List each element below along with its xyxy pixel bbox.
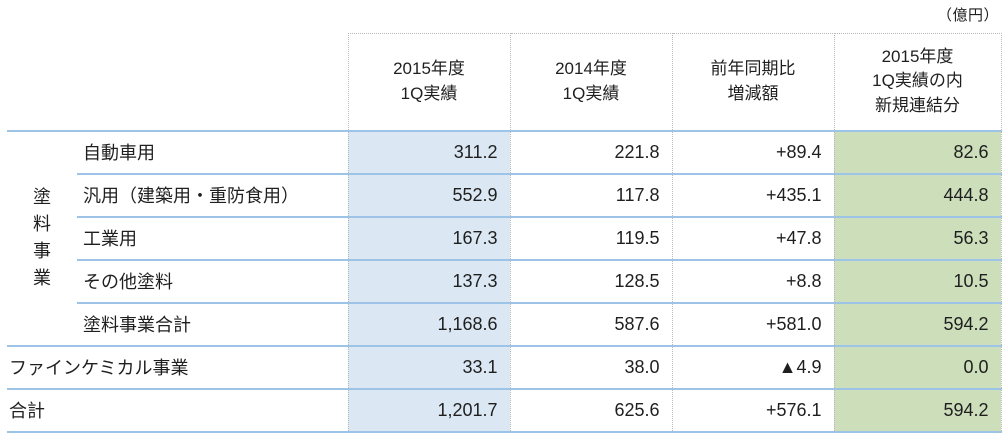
- table-row-fine-chemical: ファインケミカル事業 33.1 38.0 ▲4.9 0.0: [7, 344, 1002, 389]
- cell-value: 311.2: [347, 129, 510, 174]
- unit-label: （億円）: [936, 7, 999, 24]
- group-cell-paint-business: 塗料事業: [7, 129, 77, 346]
- cell-value: 137.3: [347, 258, 510, 303]
- cell-value: +576.1: [671, 387, 834, 433]
- cell-value: 33.1: [347, 344, 510, 389]
- cell-value: 625.6: [509, 387, 672, 433]
- group-label: 塗料事業: [33, 187, 51, 288]
- cell-value: ▲4.9: [671, 344, 834, 389]
- col-header-yoy-change: 前年同期比 増減額: [671, 33, 835, 131]
- row-label: ファインケミカル事業: [7, 344, 348, 389]
- cell-value: +89.4: [671, 129, 834, 174]
- cell-value: 10.5: [833, 258, 1002, 303]
- cell-value: +47.8: [671, 215, 834, 260]
- cell-value: 128.5: [509, 258, 672, 303]
- col-header-new-consolidation: 2015年度 1Q実績の内 新規連結分: [833, 33, 1002, 131]
- cell-value: 444.8: [833, 172, 1002, 217]
- col-header-2015-1q: 2015年度 1Q実績: [347, 33, 511, 131]
- cell-value: 221.8: [509, 129, 672, 174]
- cell-value: 552.9: [347, 172, 510, 217]
- cell-value: 56.3: [833, 215, 1002, 260]
- table-row: 工業用 167.3 119.5 +47.8 56.3: [7, 215, 1002, 260]
- row-label: 自動車用: [77, 129, 348, 174]
- row-label: その他塗料: [77, 258, 348, 303]
- table-row-total: 合計 1,201.7 625.6 +576.1 594.2: [7, 387, 1002, 433]
- corner-cell: [7, 33, 348, 131]
- cell-value: +581.0: [671, 301, 834, 346]
- table-row: その他塗料 137.3 128.5 +8.8 10.5: [7, 258, 1002, 303]
- cell-value: 167.3: [347, 215, 510, 260]
- segment-results-table: 2015年度 1Q実績 2014年度 1Q実績 前年同期比 増減額 2015年度…: [7, 33, 1002, 433]
- row-label: 汎用（建築用・重防食用）: [77, 172, 348, 217]
- cell-value: 117.8: [509, 172, 672, 217]
- cell-value: 1,201.7: [347, 387, 510, 433]
- cell-value: +8.8: [671, 258, 834, 303]
- cell-value: 587.6: [509, 301, 672, 346]
- cell-value: 119.5: [509, 215, 672, 260]
- cell-value: 38.0: [509, 344, 672, 389]
- table-row: 塗料事業 自動車用 311.2 221.8 +89.4 82.6: [7, 129, 1002, 346]
- header-row: 2015年度 1Q実績 2014年度 1Q実績 前年同期比 増減額 2015年度…: [7, 33, 1002, 131]
- row-label: 塗料事業合計: [77, 301, 348, 346]
- cell-value: +435.1: [671, 172, 834, 217]
- cell-value: 0.0: [833, 344, 1002, 389]
- cell-value: 594.2: [833, 387, 1002, 433]
- cell-value: 594.2: [833, 301, 1002, 346]
- cell-value: 1,168.6: [347, 301, 510, 346]
- row-label: 工業用: [77, 215, 348, 260]
- row-label: 合計: [7, 387, 348, 433]
- col-header-2014-1q: 2014年度 1Q実績: [509, 33, 673, 131]
- table-row-subtotal: 塗料事業合計 1,168.6 587.6 +581.0 594.2: [7, 301, 1002, 346]
- cell-value: 82.6: [833, 129, 1002, 174]
- table-row: 汎用（建築用・重防食用） 552.9 117.8 +435.1 444.8: [7, 172, 1002, 217]
